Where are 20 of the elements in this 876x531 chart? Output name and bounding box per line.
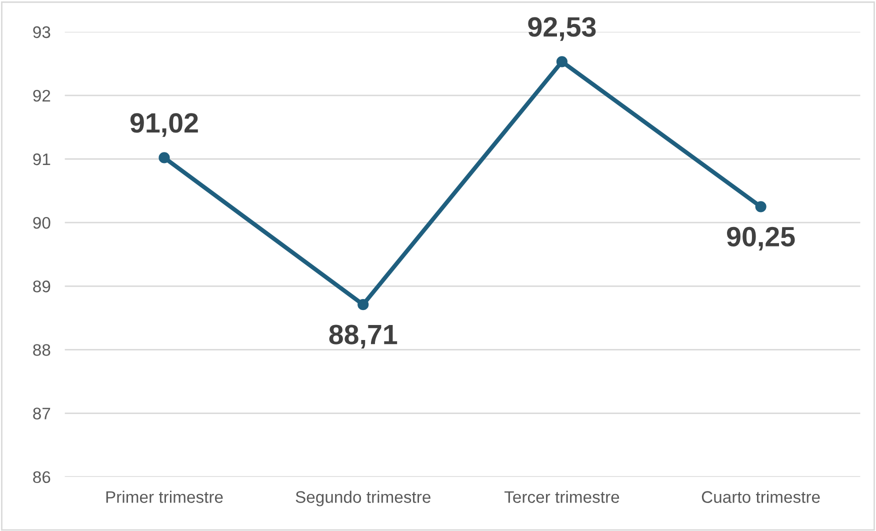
y-tick-label: 90 xyxy=(33,216,50,229)
x-tick-label: Segundo trimestre xyxy=(296,490,430,506)
y-tick-label: 91 xyxy=(33,153,50,166)
point xyxy=(556,56,568,68)
text: 90,25 xyxy=(727,226,795,251)
x-tick-label: Tercer trimestre xyxy=(504,490,620,503)
y-tick-label: 86 xyxy=(33,471,50,484)
y-tick-label: 93 xyxy=(33,26,50,38)
x-tick-label: Primer trimestre xyxy=(106,490,223,503)
point xyxy=(158,152,170,164)
text: 88,71 xyxy=(329,324,398,348)
text: 91,02 xyxy=(130,113,198,137)
x-tick-label: Cuarto trimestre xyxy=(702,490,820,503)
text: 92,53 xyxy=(528,17,596,41)
y-tick-label: 92 xyxy=(33,90,50,102)
point xyxy=(755,201,766,212)
y-tick-label: 89 xyxy=(33,280,50,292)
y-tick-label: 88 xyxy=(33,344,50,356)
point xyxy=(358,299,369,310)
y-tick-label: 87 xyxy=(33,408,50,420)
